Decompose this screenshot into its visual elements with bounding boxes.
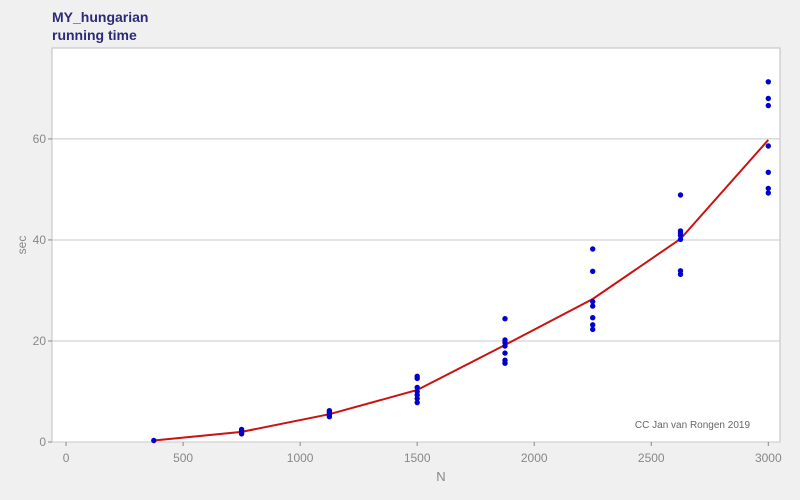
chart-subtitle: running time [52, 27, 137, 43]
data-point [677, 228, 684, 234]
x-axis-label: N [436, 469, 445, 484]
x-tick-label: 2000 [521, 451, 548, 465]
data-point [765, 169, 771, 175]
data-point [502, 316, 508, 322]
data-point [590, 246, 596, 252]
chart-title: MY_hungarian [52, 9, 149, 25]
y-tick-label: 0 [39, 435, 46, 449]
data-point [590, 303, 596, 309]
data-point [502, 357, 508, 363]
data-point [765, 185, 771, 192]
chart-title-block: MY_hungarian running time [52, 8, 148, 44]
data-point [502, 350, 508, 356]
data-point [326, 408, 333, 414]
copyright-annotation: CC Jan van Rongen 2019 [635, 420, 751, 431]
data-point [414, 399, 420, 406]
x-tick-label: 500 [173, 451, 193, 465]
data-point [765, 190, 771, 196]
data-point [590, 298, 596, 305]
x-tick-label: 2500 [638, 451, 665, 465]
data-point [414, 373, 420, 379]
x-tick-label: 0 [63, 451, 70, 465]
data-point [590, 322, 596, 328]
data-point [590, 326, 596, 333]
y-tick-label: 20 [33, 334, 47, 348]
data-point [765, 143, 771, 149]
data-point [677, 268, 684, 274]
data-point [765, 102, 771, 109]
data-point [502, 337, 508, 343]
data-point [590, 315, 596, 321]
trend-line [153, 139, 770, 442]
data-point [677, 192, 684, 198]
data-point [414, 388, 420, 395]
y-tick-label: 60 [33, 132, 47, 146]
data-point [677, 236, 684, 243]
data-point [151, 437, 157, 444]
data-point [590, 268, 596, 274]
data-point [414, 384, 420, 391]
y-tick-label: 40 [33, 233, 47, 247]
x-tick-label: 1500 [404, 451, 431, 465]
x-tick-label: 1000 [287, 451, 314, 465]
data-point [765, 79, 771, 85]
data-point [238, 426, 245, 433]
y-axis-label: sec [15, 236, 29, 255]
data-point [765, 95, 771, 102]
x-tick-label: 3000 [755, 451, 782, 465]
